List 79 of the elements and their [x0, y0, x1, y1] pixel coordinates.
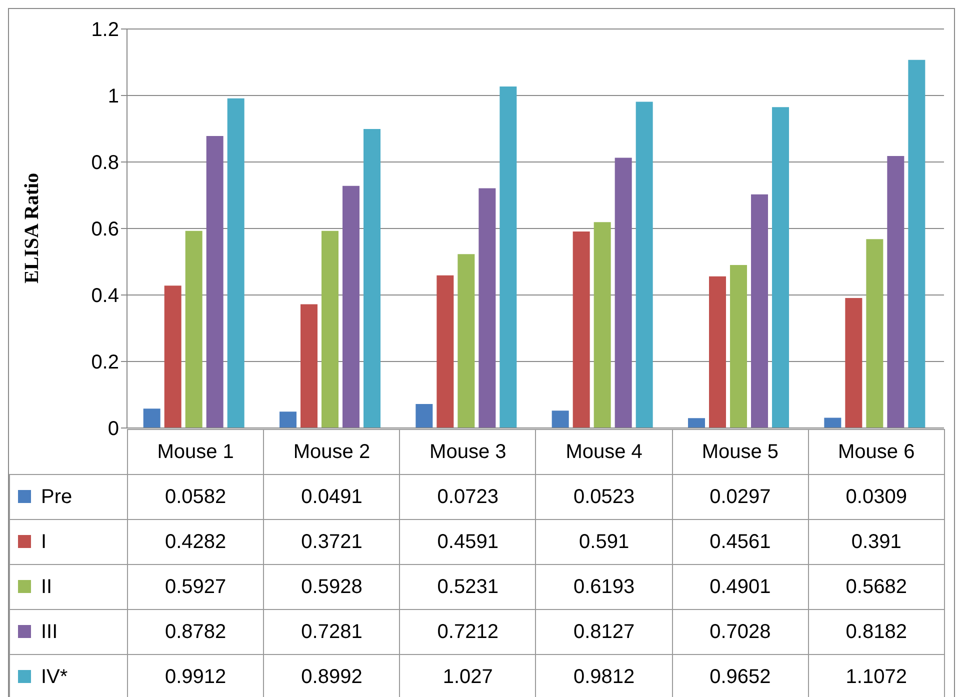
data-label: 0.8182 — [808, 610, 944, 654]
data-label: 0.0723 — [400, 474, 536, 520]
data-label: 0.0582 — [128, 474, 264, 520]
bar — [164, 286, 182, 428]
x-tick-label: Mouse 1 — [128, 430, 264, 474]
data-label: 0.5928 — [264, 564, 400, 610]
data-label: 0.4901 — [672, 564, 808, 610]
data-label: 0.5927 — [128, 564, 264, 610]
bar — [478, 188, 496, 428]
bar — [614, 158, 632, 428]
bar — [908, 60, 926, 428]
y-tick-label: 0.6 — [91, 218, 119, 241]
data-label: 0.5231 — [400, 564, 536, 610]
data-label: 0.0491 — [264, 474, 400, 520]
y-tick-label: 0.2 — [91, 352, 119, 374]
y-tick-label: 0.4 — [91, 285, 119, 308]
data-label: 0.8127 — [536, 610, 672, 654]
data-label: 0.8782 — [128, 610, 264, 654]
bar — [824, 418, 842, 428]
bar — [280, 412, 297, 428]
bar — [772, 107, 790, 428]
bar — [866, 239, 884, 428]
bar — [500, 86, 517, 428]
bar — [552, 410, 569, 428]
bar — [730, 265, 748, 428]
data-label: 0.8992 — [264, 654, 400, 697]
legend-label: Pre — [10, 474, 128, 520]
data-label: 0.9812 — [536, 654, 672, 697]
y-tick-label: 1 — [108, 86, 119, 108]
legend-label: I — [10, 520, 128, 564]
x-tick-label: Mouse 3 — [400, 430, 536, 474]
bar — [436, 275, 454, 428]
bar — [572, 231, 590, 428]
data-label: 0.7028 — [672, 610, 808, 654]
data-label: 0.5682 — [808, 564, 944, 610]
x-tick-label: Mouse 5 — [672, 430, 808, 474]
legend-label: II — [10, 564, 128, 610]
x-tick-label: Mouse 6 — [808, 430, 944, 474]
bar — [688, 418, 706, 428]
legend-label: III — [10, 610, 128, 654]
y-tick-label: 0 — [108, 418, 119, 440]
bar — [709, 276, 726, 428]
y-tick-label: 0.8 — [91, 152, 119, 174]
bar — [751, 194, 768, 428]
data-label: 0.3721 — [264, 520, 400, 564]
bar — [594, 222, 611, 428]
bar — [206, 136, 224, 428]
data-label: 1.027 — [400, 654, 536, 697]
bar — [636, 102, 653, 428]
data-label: 0.6193 — [536, 564, 672, 610]
legend-label: IV* — [10, 654, 128, 697]
data-label: 1.1072 — [808, 654, 944, 697]
bar — [300, 304, 318, 428]
bar — [364, 129, 381, 428]
bar — [227, 98, 244, 428]
y-axis-title: ELISA Ratio — [21, 172, 44, 284]
bar — [458, 254, 475, 428]
bar — [416, 404, 433, 428]
bar — [342, 186, 360, 428]
data-label: 0.0523 — [536, 474, 672, 520]
bar — [185, 230, 202, 428]
data-label: 0.591 — [536, 520, 672, 564]
data-label: 0.7281 — [264, 610, 400, 654]
data-label: 0.9652 — [672, 654, 808, 697]
data-label: 0.0309 — [808, 474, 944, 520]
data-label: 0.4591 — [400, 520, 536, 564]
data-label: 0.4282 — [128, 520, 264, 564]
x-tick-label: Mouse 2 — [264, 430, 400, 474]
bar — [887, 156, 904, 428]
bar — [845, 298, 862, 428]
x-tick-label: Mouse 4 — [536, 430, 672, 474]
data-label: 0.0297 — [672, 474, 808, 520]
data-label: 0.4561 — [672, 520, 808, 564]
data-label: 0.7212 — [400, 610, 536, 654]
y-tick-label: 1.2 — [91, 19, 119, 42]
data-label: 0.391 — [808, 520, 944, 564]
bar — [143, 408, 160, 428]
data-label: 0.9912 — [128, 654, 264, 697]
bar — [322, 230, 339, 428]
